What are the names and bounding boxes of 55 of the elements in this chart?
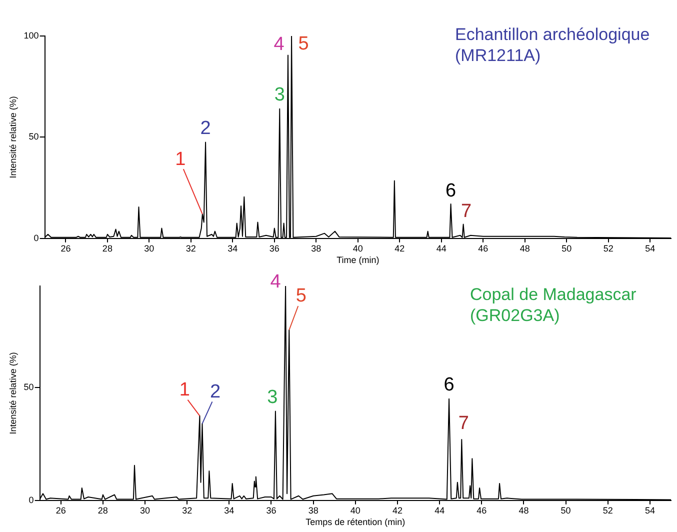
text: Copal de Madagascar (GR02G3A) xyxy=(470,284,638,326)
annotation: 3 xyxy=(274,84,285,106)
x-tick-label: 40 xyxy=(352,243,363,254)
x-tick-label: 50 xyxy=(560,505,571,516)
x-tick-label: 46 xyxy=(478,243,488,254)
x-tick-label: 32 xyxy=(182,505,192,516)
x-tick-label: 46 xyxy=(476,505,487,516)
x-tick-label: 38 xyxy=(308,505,318,516)
x-tick-label: 42 xyxy=(394,243,405,254)
x-tick-label: 30 xyxy=(140,505,150,516)
x-tick-label: 54 xyxy=(645,243,656,254)
x-tick-label: 40 xyxy=(350,505,360,516)
annotation: 1 xyxy=(175,148,186,170)
chart-title: Echantillon archéologique (MR1211A) xyxy=(455,24,651,66)
x-tick-label: 28 xyxy=(102,243,112,254)
x-tick-label: 34 xyxy=(224,505,234,516)
x-tick-label: 44 xyxy=(436,243,446,254)
annotation: 4 xyxy=(274,34,285,55)
x-tick-label: 26 xyxy=(56,505,66,516)
annotation: 4 xyxy=(270,272,282,293)
x-tick-label: 52 xyxy=(602,505,613,516)
x-tick-label: 38 xyxy=(311,243,322,254)
annotation: 1 xyxy=(179,380,190,401)
y-tick-label: 50 xyxy=(24,382,34,392)
annotation: 5 xyxy=(298,34,309,55)
annotation: 2 xyxy=(200,118,211,139)
y-tick-label: 100 xyxy=(24,30,39,40)
x-tick-label: 28 xyxy=(98,505,108,516)
x-tick-label: 34 xyxy=(228,243,238,254)
x-tick-label: 48 xyxy=(520,243,530,254)
annotation: 5 xyxy=(296,286,306,307)
y-axis-title: Intensité relative (%) xyxy=(8,352,18,434)
y-tick-label: 50 xyxy=(28,132,39,142)
annotation: 3 xyxy=(267,386,278,408)
x-axis-title: Time (min) xyxy=(336,255,380,266)
x-tick-label: 36 xyxy=(269,243,280,254)
annotation: 6 xyxy=(446,180,456,202)
y-tick-label: 0 xyxy=(34,232,39,243)
x-tick-label: 32 xyxy=(186,243,196,254)
annotation: 7 xyxy=(458,413,469,434)
x-tick-label: 54 xyxy=(644,505,655,516)
x-tick-label: 48 xyxy=(518,505,529,516)
x-tick-label: 36 xyxy=(266,505,276,516)
x-tick-label: 26 xyxy=(60,243,71,254)
annotation: 2 xyxy=(210,381,221,402)
annotation: 6 xyxy=(444,374,454,396)
y-tick-label: 0 xyxy=(28,494,34,505)
x-tick-label: 30 xyxy=(144,243,154,254)
x-tick-label: 42 xyxy=(392,505,402,516)
x-axis-title: Temps de rétention (min) xyxy=(306,517,406,528)
x-tick-label: 52 xyxy=(603,243,614,254)
x-tick-label: 44 xyxy=(434,505,445,516)
y-axis-title: Intensité relative (%) xyxy=(8,96,18,178)
x-tick-label: 50 xyxy=(562,243,572,254)
annotation: 7 xyxy=(461,200,472,222)
